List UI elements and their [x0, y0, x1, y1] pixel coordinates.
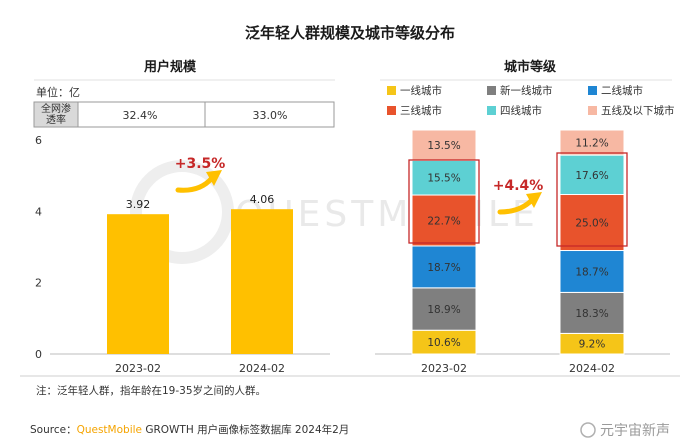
- bar-value-label: 4.06: [250, 193, 275, 206]
- penetration-header-cell: [33, 101, 79, 128]
- left-growth-arrowhead: [206, 170, 222, 186]
- penetration-value-2024: 33.0%: [253, 109, 288, 122]
- legend-swatch: [487, 106, 496, 115]
- segment-value-label: 22.7%: [427, 215, 460, 227]
- left-bars: 3.92 2023-02 4.06 2024-02: [107, 193, 293, 375]
- y-tick-label: 0: [35, 348, 42, 361]
- stack-segment: [411, 245, 477, 289]
- legend-swatch: [588, 106, 597, 115]
- source-brand: QuestMobile: [77, 424, 142, 436]
- segment-value-label: 15.5%: [427, 173, 460, 185]
- right-subtitle: 城市等级: [504, 59, 557, 75]
- right-growth-arrow: [497, 197, 535, 215]
- legend-label: 三线城市: [400, 104, 442, 117]
- stack-segment: [411, 129, 477, 161]
- legend-label: 一线城市: [400, 84, 442, 97]
- x-tick-label: 2023-02: [421, 362, 467, 375]
- legend-label: 五线及以下城市: [601, 104, 675, 117]
- weibo-watermark: 元宇宙新声: [580, 422, 670, 439]
- segment-value-label: 9.2%: [579, 339, 606, 351]
- legend-swatch: [588, 86, 597, 95]
- left-panel: 用户规模 单位：亿 全网渗 透率 32.4% 33.0% 0 2 4 6 3.92 20…: [33, 59, 335, 375]
- segment-value-label: 18.7%: [427, 262, 460, 274]
- segment-value-label: 10.6%: [427, 337, 460, 349]
- x-tick-label: 2023-02: [115, 362, 161, 375]
- footnote: 注：泛年轻人群，指年龄在19-35岁之间的人群。: [36, 384, 266, 397]
- weibo-logo-icon: [580, 422, 596, 438]
- legend-label: 新一线城市: [500, 84, 553, 97]
- stacked-bars: 10.6% 18.9% 18.7% 22.7% 15.5% 13.5% 2023-02 9.2…: [411, 129, 625, 375]
- unit-label: 单位：亿: [36, 85, 80, 99]
- stack-segment: [559, 291, 625, 334]
- legend-label: 四线城市: [500, 104, 542, 117]
- source-line: Source：QuestMobile GROWTH 用户画像标签数据库 2024…: [30, 423, 349, 436]
- stack-segment: [559, 250, 625, 293]
- bar-value-label: 3.92: [126, 198, 151, 211]
- source-prefix: Source：: [30, 424, 77, 436]
- source-rest: GROWTH 用户画像标签数据库 2024年2月: [142, 423, 349, 436]
- left-y-ticks: 0 2 4 6: [35, 134, 42, 361]
- stack-segment: [411, 194, 477, 247]
- highlight-box-2024: [556, 152, 628, 247]
- stack-segment: [411, 287, 477, 331]
- stack-segment: [411, 159, 477, 196]
- segment-value-label: 17.6%: [575, 170, 608, 182]
- y-tick-label: 4: [35, 205, 42, 218]
- legend-swatch: [387, 106, 396, 115]
- segment-value-label: 18.9%: [427, 304, 460, 316]
- penetration-table-frame: [33, 101, 335, 128]
- legend-label: 二线城市: [601, 84, 643, 97]
- right-growth-arrowhead: [526, 192, 542, 208]
- y-tick-label: 6: [35, 134, 42, 147]
- stack-segment: [559, 129, 625, 156]
- legend-swatch: [387, 86, 396, 95]
- segment-value-label: 25.0%: [575, 218, 608, 230]
- segment-value-label: 18.3%: [575, 308, 608, 320]
- bar: [231, 209, 293, 354]
- segment-value-label: 13.5%: [427, 140, 460, 152]
- penetration-table: 全网渗 透率 32.4% 33.0%: [33, 101, 335, 128]
- segment-value-label: 18.7%: [575, 266, 608, 278]
- left-subtitle: 用户规模: [143, 59, 197, 75]
- legend-swatch: [487, 86, 496, 95]
- left-growth-label: +3.5%: [175, 156, 226, 172]
- penetration-value-2023: 32.4%: [123, 109, 158, 122]
- page-title: 泛年轻人群规模及城市等级分布: [245, 24, 455, 42]
- stack-segment: [559, 154, 625, 196]
- weibo-watermark-text: 元宇宙新声: [600, 423, 670, 439]
- left-growth-arrow: [175, 175, 215, 193]
- right-growth-label: +4.4%: [493, 178, 544, 194]
- stack-segment: [559, 194, 625, 252]
- bar: [107, 214, 169, 354]
- x-tick-label: 2024-02: [569, 362, 615, 375]
- segment-value-label: 11.2%: [575, 138, 608, 150]
- penetration-header-line2: 透率: [46, 113, 66, 126]
- watermark-ring: [130, 160, 234, 264]
- y-tick-label: 2: [35, 277, 42, 290]
- highlight-box-2023: [408, 159, 480, 244]
- x-tick-label: 2024-02: [239, 362, 285, 375]
- penetration-header-line1: 全网渗: [41, 102, 71, 115]
